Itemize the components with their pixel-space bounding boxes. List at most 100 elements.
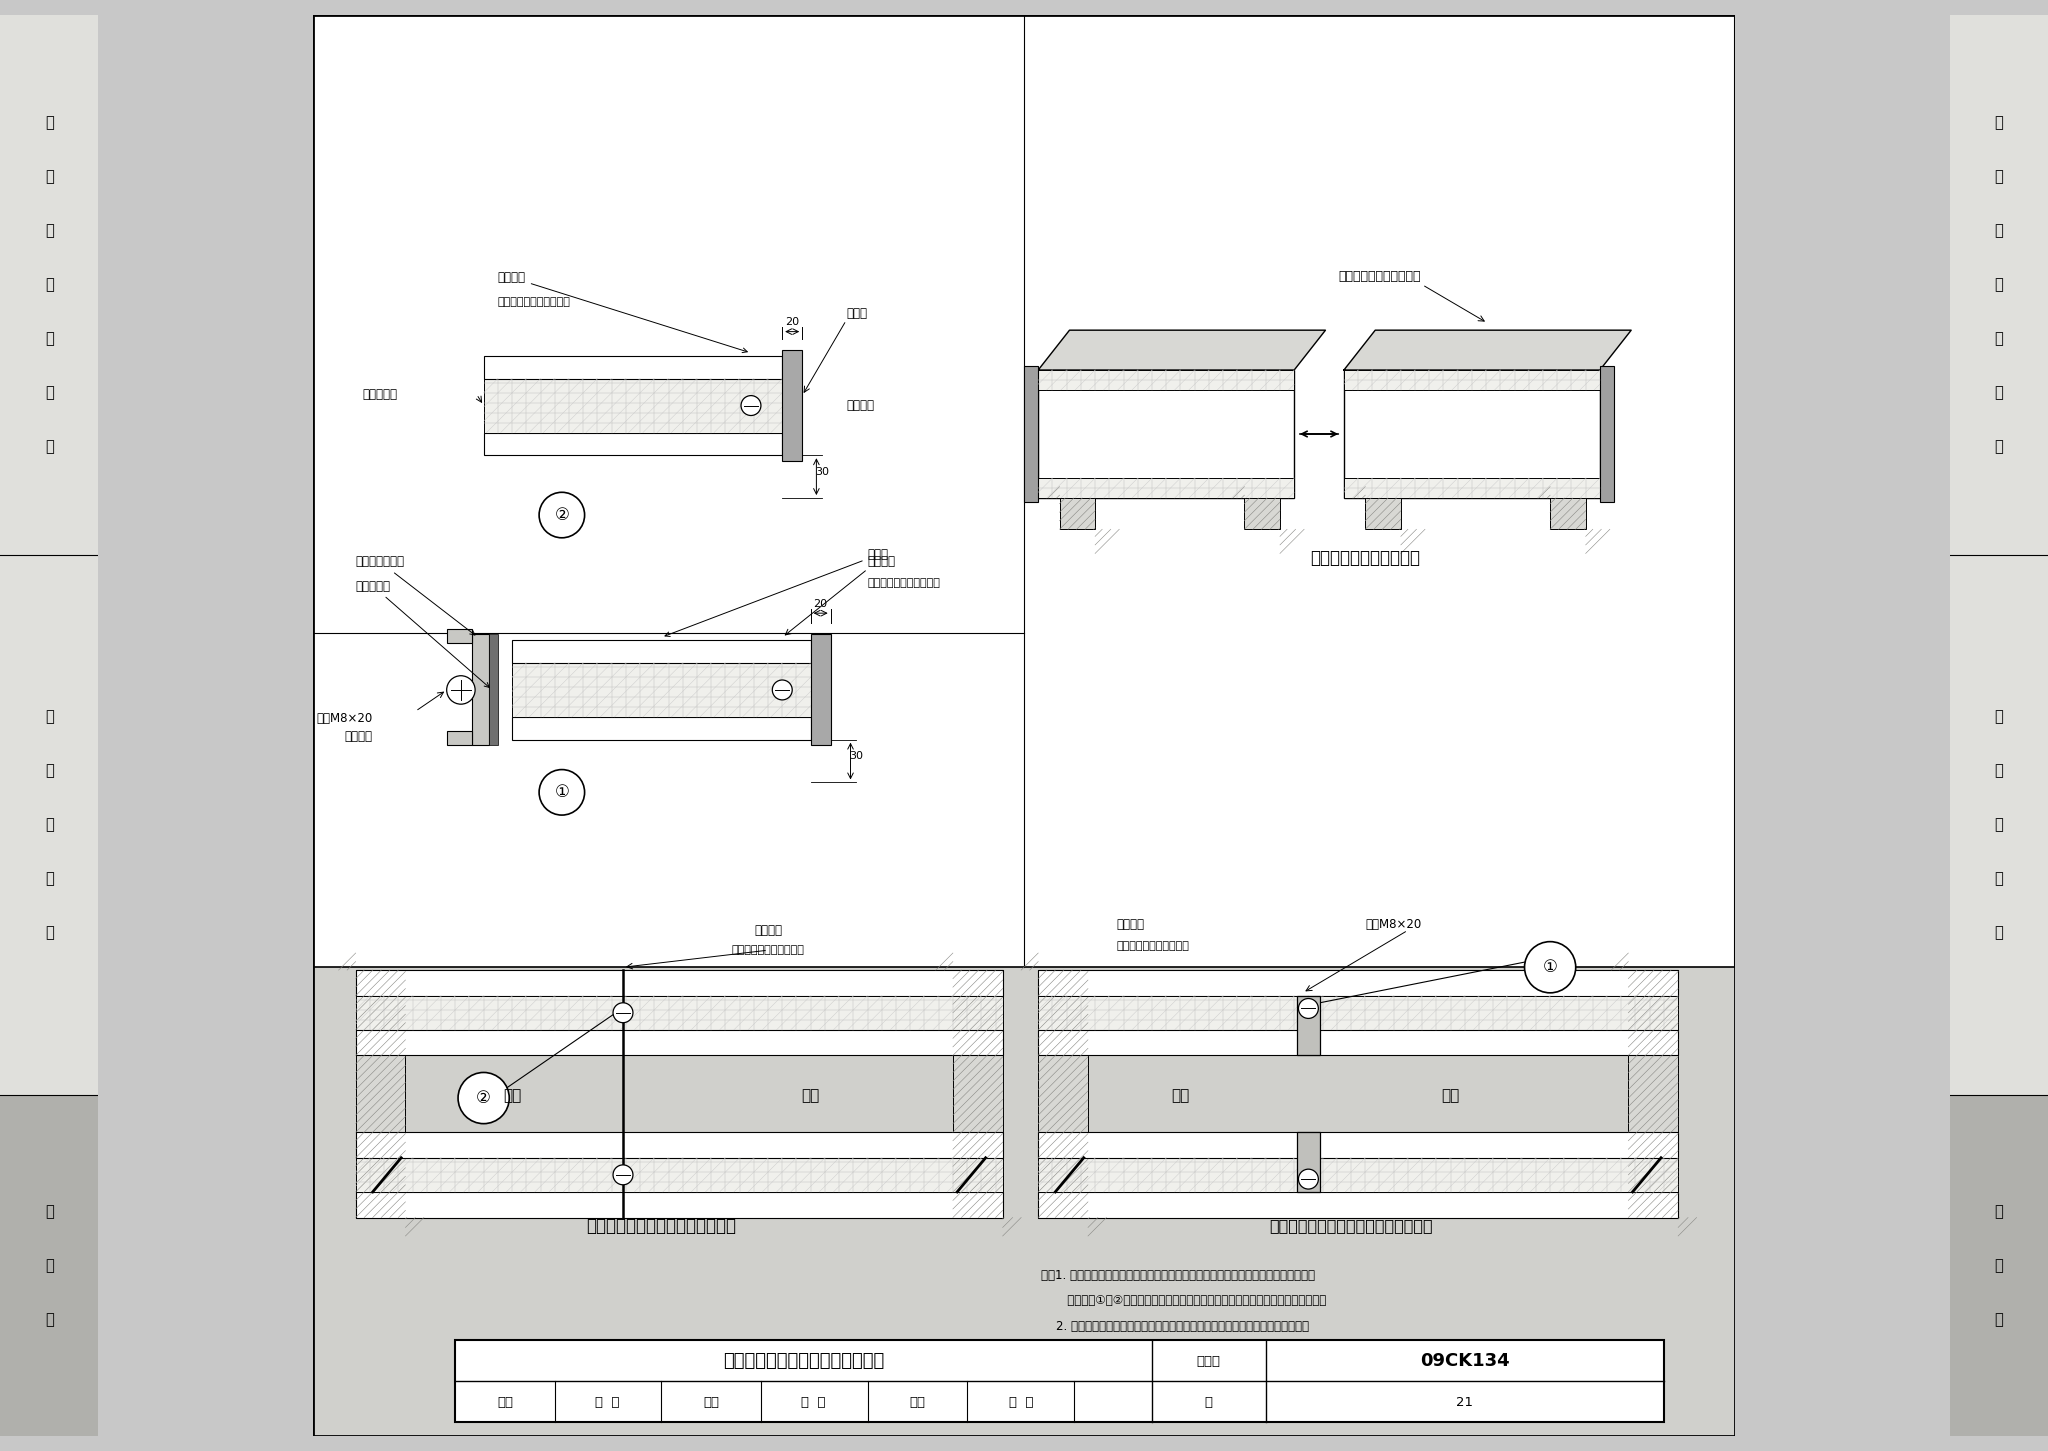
Circle shape <box>459 1072 510 1123</box>
Bar <box>489 634 498 746</box>
Text: 铝合金过渡法兰: 铝合金过渡法兰 <box>356 556 475 636</box>
Text: 作: 作 <box>1995 763 2003 779</box>
Text: 设计: 设计 <box>909 1396 926 1409</box>
Bar <box>952 971 1004 1217</box>
Text: 制: 制 <box>1995 710 2003 724</box>
Text: 装: 装 <box>1995 1258 2003 1274</box>
Bar <box>1059 498 1096 530</box>
Text: 09CK134: 09CK134 <box>1419 1352 1509 1370</box>
Bar <box>1950 1096 2048 1436</box>
Bar <box>1024 366 1038 502</box>
Text: ①: ① <box>1542 958 1559 977</box>
Text: 审核: 审核 <box>498 1396 512 1409</box>
Text: 编: 编 <box>45 277 53 292</box>
Bar <box>1038 1191 1677 1217</box>
Text: 制: 制 <box>45 710 53 724</box>
Text: 自攻螺钉: 自攻螺钉 <box>868 556 895 569</box>
Text: 螺钉规格随板材厚度确定: 螺钉规格随板材厚度确定 <box>498 297 571 306</box>
Bar <box>1343 477 1599 498</box>
Bar <box>811 634 831 746</box>
Text: 类: 类 <box>1995 1312 2003 1328</box>
Bar <box>356 1132 1004 1158</box>
Circle shape <box>539 492 584 538</box>
Text: 螺钉规格随板材厚度确定: 螺钉规格随板材厚度确定 <box>731 945 805 955</box>
Bar <box>483 355 782 379</box>
Bar <box>782 350 803 461</box>
Bar <box>356 1191 1004 1217</box>
Bar <box>1296 1132 1319 1191</box>
Text: 风管板: 风管板 <box>846 306 866 319</box>
Text: 耐热橡胶板: 耐热橡胶板 <box>356 579 489 688</box>
Bar <box>483 379 782 432</box>
Bar <box>1038 1030 1677 1055</box>
Text: 制: 制 <box>45 331 53 347</box>
Bar <box>1343 370 1599 390</box>
Text: 安: 安 <box>1995 1204 2003 1219</box>
Text: 类: 类 <box>45 926 53 940</box>
Text: ②: ② <box>477 1090 492 1107</box>
Bar <box>1038 971 1677 995</box>
Text: 螺钉规格随板材厚度确定: 螺钉规格随板材厚度确定 <box>868 579 940 588</box>
Text: 制: 制 <box>1995 331 2003 347</box>
Bar <box>0 15 98 554</box>
Circle shape <box>446 676 475 704</box>
Text: 樊  谦: 樊 谦 <box>596 1396 621 1409</box>
Bar <box>512 717 811 740</box>
Text: 类: 类 <box>1995 926 2003 940</box>
Text: 说: 说 <box>1995 386 2003 400</box>
Text: 螺栓M8×20: 螺栓M8×20 <box>1366 918 1421 932</box>
Text: 工: 工 <box>45 872 53 887</box>
Bar <box>1038 477 1294 498</box>
Bar <box>446 628 473 643</box>
Text: 风管: 风管 <box>801 1088 819 1103</box>
Text: 2. 铝合金过渡法兰为成品型材，其选用规格尺寸请咨询浙江天仁风管有限公司。: 2. 铝合金过渡法兰为成品型材，其选用规格尺寸请咨询浙江天仁风管有限公司。 <box>1040 1320 1309 1333</box>
Text: 阀门法兰: 阀门法兰 <box>846 399 874 412</box>
Text: 录: 录 <box>1995 170 2003 184</box>
Text: ①: ① <box>555 784 569 801</box>
Text: 机制玻镁复合板风管的连接示意图: 机制玻镁复合板风管的连接示意图 <box>723 1352 885 1370</box>
Bar <box>1366 498 1401 530</box>
Bar <box>1550 498 1585 530</box>
Bar <box>356 1030 1004 1055</box>
Text: 21: 21 <box>1456 1396 1473 1409</box>
Text: 30: 30 <box>850 752 862 760</box>
Bar <box>1296 995 1319 1055</box>
Bar <box>1038 370 1294 498</box>
Text: ②: ② <box>555 506 569 524</box>
Text: 安: 安 <box>45 1204 53 1219</box>
Bar <box>1599 366 1614 502</box>
Text: 编: 编 <box>1995 277 2003 292</box>
Bar <box>1950 554 2048 1096</box>
Text: 注：1. 机制玻镁复合板风管与其他带法兰的附件（如消声器、静压箱等）的连接，可参: 注：1. 机制玻镁复合板风管与其他带法兰的附件（如消声器、静压箱等）的连接，可参 <box>1040 1268 1315 1281</box>
Text: 加: 加 <box>45 817 53 833</box>
Text: 与: 与 <box>1995 223 2003 238</box>
Text: 风阀: 风阀 <box>1171 1088 1190 1103</box>
Circle shape <box>741 396 762 415</box>
Text: 目: 目 <box>45 115 53 131</box>
Circle shape <box>539 769 584 815</box>
Text: 明: 明 <box>1995 440 2003 454</box>
Text: 与: 与 <box>45 223 53 238</box>
Text: 类: 类 <box>45 1312 53 1328</box>
Text: 校对: 校对 <box>702 1396 719 1409</box>
Bar <box>446 731 473 746</box>
Bar <box>1038 995 1677 1030</box>
Text: 刘  强: 刘 强 <box>1010 1396 1034 1409</box>
Circle shape <box>612 1003 633 1023</box>
Text: 30: 30 <box>815 467 829 476</box>
Bar <box>356 971 1004 995</box>
Bar <box>356 971 406 1217</box>
Bar <box>1038 370 1294 390</box>
Bar <box>356 1158 1004 1191</box>
Text: 页: 页 <box>1204 1396 1212 1409</box>
Bar <box>0 554 98 1096</box>
Text: 20: 20 <box>784 318 799 328</box>
Text: 风阀: 风阀 <box>504 1088 520 1103</box>
Text: 自攻螺钉: 自攻螺钉 <box>754 924 782 937</box>
Text: 风管粘接面涂专用胶粘剂: 风管粘接面涂专用胶粘剂 <box>1337 270 1421 283</box>
Text: 录: 录 <box>45 170 53 184</box>
Text: 说: 说 <box>45 386 53 400</box>
Bar <box>313 968 1735 1436</box>
Bar <box>512 640 811 663</box>
Circle shape <box>772 681 793 699</box>
